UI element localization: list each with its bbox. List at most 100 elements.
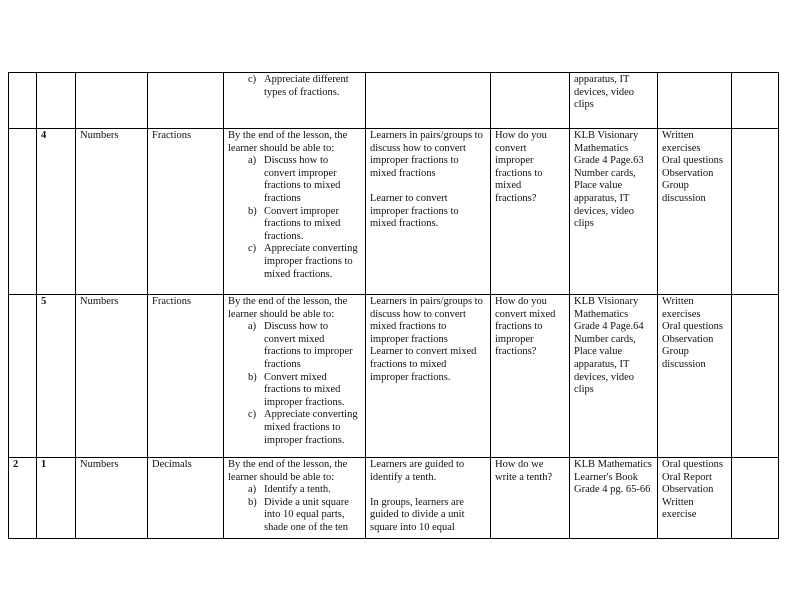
assessment-cell	[657, 72, 732, 129]
assessment-method: Observation	[662, 167, 714, 179]
objective-text: Appreciate converting improper fractions…	[264, 243, 358, 280]
lesson-cell-content: 4	[41, 130, 71, 294]
sub-strand-cell-content	[152, 74, 219, 128]
strand-cell: Numbers	[75, 294, 148, 458]
sub-strand-cell: Fractions	[147, 128, 224, 295]
learning-experiences-cell	[365, 72, 491, 129]
remarks-cell	[731, 457, 779, 539]
objectives-cell: c) Appreciate different types of fraction…	[223, 72, 366, 129]
assessment-method: Written exercises	[662, 296, 701, 320]
learning-experience: Learners are guided to identify a tenth.	[370, 459, 465, 483]
assessment-cell-content: Oral questions Oral Report Observation Writ…	[662, 459, 727, 538]
assessment-method: Group discussion	[662, 346, 706, 370]
inquiry-question-cell-content	[495, 74, 565, 128]
strand-cell-content: Numbers	[80, 296, 143, 457]
assessment-cell-content: Written exercises Oral questions Observati…	[662, 130, 727, 294]
strand-cell-content: Numbers	[80, 130, 143, 294]
assessment-method: Oral questions	[662, 321, 723, 333]
resources-cell-content: apparatus, IT devices, video clips	[574, 74, 653, 128]
objective-item: b) Convert mixed fractions to mixed impro…	[228, 372, 361, 410]
week-cell	[8, 294, 37, 458]
remarks-cell	[731, 294, 779, 458]
learning-experiences-cell: Learners in pairs/groups to discuss how …	[365, 128, 491, 295]
sub-strand-cell: Decimals	[147, 457, 224, 539]
assessment-method: Written exercises	[662, 130, 701, 154]
week-cell-content	[13, 130, 32, 294]
objectives-cell-content: c) Appreciate different types of fraction…	[228, 74, 361, 128]
objectives-intro: By the end of the lesson, the learner sh…	[228, 459, 348, 483]
table-row: c) Appreciate different types of fraction…	[8, 72, 779, 129]
learning-experience: Learner to convert improper fractions to…	[370, 192, 459, 230]
lesson-cell: 1	[36, 457, 76, 539]
lesson-cell-content	[41, 74, 71, 128]
objective-text: Appreciate converting mixed fractions to…	[264, 409, 358, 446]
assessment-method: Oral Report	[662, 471, 712, 483]
strand-cell: Numbers	[75, 457, 148, 539]
resources-text: KLB Visionary Mathematics Grade 4 Page.6…	[574, 130, 644, 230]
sub-strand-cell-content: Fractions	[152, 130, 219, 294]
lesson-cell-content: 5	[41, 296, 71, 457]
resources-cell: KLB Mathematics Learner's Book Grade 4 p…	[569, 457, 658, 539]
week-cell-content	[13, 74, 32, 128]
learning-experience	[370, 180, 486, 193]
assessment-cell-content	[662, 74, 727, 128]
objective-item: c) Appreciate different types of fraction…	[228, 74, 361, 99]
objective-item: a) Discuss how to convert improper fracti…	[228, 155, 361, 205]
learning-experiences-cell-content: Learners in pairs/groups to discuss how …	[370, 130, 486, 294]
objectives-intro: By the end of the lesson, the learner sh…	[228, 296, 348, 320]
objectives-intro: By the end of the lesson, the learner sh…	[228, 130, 348, 154]
objectives-cell: By the end of the lesson, the learner sh…	[223, 457, 366, 539]
strand-cell	[75, 72, 148, 129]
inquiry-question: How do we write a tenth?	[495, 459, 553, 483]
inquiry-question: How do you convert improper fractions to…	[495, 130, 547, 204]
strand-text: Numbers	[80, 296, 119, 307]
objective-marker: a)	[248, 321, 257, 333]
resources-text: apparatus, IT devices, video clips	[574, 74, 635, 111]
sub-strand-cell	[147, 72, 224, 129]
remarks-cell-content	[736, 130, 774, 294]
week-number: 2	[13, 459, 19, 470]
objective-item: c) Appreciate converting improper fractio…	[228, 243, 361, 281]
objectives-cell: By the end of the lesson, the learner sh…	[223, 128, 366, 295]
inquiry-question-cell-content: How do you convert improper fractions to…	[495, 130, 565, 294]
remarks-cell	[731, 72, 779, 129]
remarks-cell-content	[736, 74, 774, 128]
sub-strand-text: Decimals	[152, 459, 192, 470]
objectives-cell-content: By the end of the lesson, the learner sh…	[228, 459, 361, 538]
objective-item: a) Discuss how to convert mixed fractions…	[228, 321, 361, 371]
resources-text: KLB Visionary Mathematics Grade 4 Page.6…	[574, 296, 644, 396]
lesson-cell	[36, 72, 76, 129]
assessment-method: Written exercise	[662, 496, 697, 521]
inquiry-question-cell: How do we write a tenth?	[490, 457, 570, 539]
inquiry-question-cell-content: How do you convert mixed fractions to im…	[495, 296, 565, 457]
objective-marker: a)	[248, 155, 257, 167]
lesson-cell-content: 1	[41, 459, 71, 538]
learning-experience	[370, 484, 486, 497]
objective-marker: c)	[248, 409, 257, 421]
lesson-number: 4	[41, 130, 47, 141]
objectives-list: a) Discuss how to convert improper fracti…	[228, 155, 361, 281]
inquiry-question-cell-content: How do we write a tenth?	[495, 459, 565, 538]
sub-strand-cell-content: Decimals	[152, 459, 219, 538]
lesson-number: 1	[41, 459, 47, 470]
sub-strand-text: Fractions	[152, 130, 192, 141]
assessment-method: Oral questions	[662, 155, 723, 167]
objective-marker: a)	[248, 484, 257, 496]
assessment-method: Observation	[662, 484, 714, 496]
assessment-cell: Written exercises Oral questions Observati…	[657, 128, 732, 295]
resources-text: KLB Mathematics Learner's Book Grade 4 p…	[574, 459, 652, 496]
learning-experience: In groups, learners are guided to divide…	[370, 496, 465, 533]
week-cell-content: 2	[13, 459, 32, 538]
objectives-list: a) Identify a tenth. b) Divide a unit squar…	[228, 484, 361, 534]
week-cell	[8, 128, 37, 295]
objective-text: Identify a tenth.	[264, 484, 331, 496]
strand-text: Numbers	[80, 130, 119, 141]
objective-marker: c)	[248, 74, 257, 85]
table-row: 5 Numbers Fractions By the end of the lesso…	[8, 294, 779, 458]
objectives-cell-content: By the end of the lesson, the learner sh…	[228, 130, 361, 294]
objective-text: Discuss how to convert mixed fractions t…	[264, 321, 353, 370]
strand-cell-content: Numbers	[80, 459, 143, 538]
learning-experience: Learners in pairs/groups to discuss how …	[370, 296, 483, 345]
objective-text: Appreciate different types of fractions.	[264, 74, 349, 98]
objective-text: Divide a unit square into 10 equal parts…	[264, 496, 349, 533]
